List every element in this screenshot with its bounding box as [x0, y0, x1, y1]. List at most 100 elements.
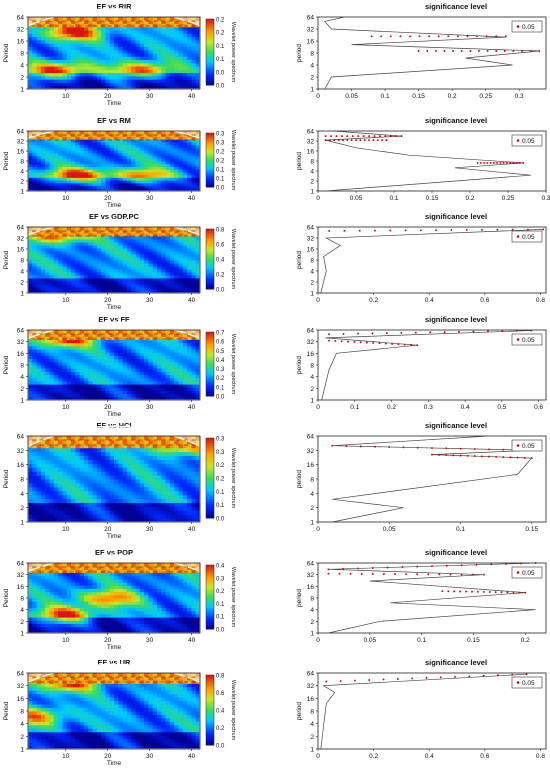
heatmap-cell — [178, 161, 184, 165]
heatmap-cell — [139, 161, 145, 165]
heatmap-cell — [53, 330, 59, 334]
heatmap-cell — [75, 330, 81, 334]
heatmap-cell — [114, 278, 119, 282]
heatmap-cell — [126, 290, 132, 294]
heatmap-cell — [83, 260, 89, 264]
heatmap-cell — [71, 75, 76, 80]
heatmap-cell — [83, 254, 89, 258]
heatmap-cell — [32, 365, 38, 369]
heatmap-cell — [49, 62, 55, 67]
heatmap-cell — [49, 139, 55, 143]
heatmap-cell — [28, 182, 33, 187]
heatmap-cell — [152, 502, 158, 507]
heatmap-cell — [101, 230, 106, 234]
heatmap-cell — [139, 180, 145, 184]
significant-point — [374, 229, 376, 232]
heatmap-cell — [135, 345, 141, 350]
colorbar — [205, 331, 215, 397]
heatmap-cell — [191, 56, 197, 61]
colorbar-swatch — [206, 269, 214, 272]
heatmap-cell — [45, 490, 50, 496]
heatmap-cell — [195, 248, 201, 252]
heatmap-cell — [28, 278, 33, 282]
heatmap-cell — [62, 136, 68, 140]
heatmap-cell — [131, 475, 136, 480]
heatmap-cell — [88, 374, 93, 379]
heatmap-cell — [71, 436, 76, 441]
heatmap-cell — [157, 336, 162, 341]
heatmap-cell — [152, 85, 158, 90]
heatmap-cell — [28, 23, 33, 28]
heatmap-cell — [114, 185, 119, 189]
heatmap-cell — [96, 66, 102, 70]
heatmap-cell — [131, 62, 136, 67]
heatmap-cell — [71, 355, 76, 360]
heatmap-cell — [58, 188, 63, 192]
heatmap-cell — [28, 479, 33, 484]
x-tick-label: 40 — [188, 93, 196, 100]
heatmap-cell — [109, 26, 115, 31]
heatmap-cell — [152, 498, 158, 503]
heatmap-cell — [178, 177, 184, 181]
heatmap-cell — [92, 490, 98, 496]
significant-point — [404, 229, 407, 232]
heatmap-cell — [96, 486, 102, 492]
heatmap-cell — [66, 233, 72, 237]
heatmap-cell — [169, 227, 175, 231]
heatmap-cell — [182, 278, 188, 282]
heatmap-cell — [165, 486, 171, 492]
heatmap-cell — [165, 227, 171, 231]
heatmap-cell — [45, 72, 50, 77]
heatmap-cell — [40, 245, 46, 249]
heatmap-cell — [45, 342, 50, 347]
heatmap-cell — [161, 260, 167, 264]
heatmap-cell — [92, 352, 98, 356]
heatmap-cell — [131, 355, 136, 360]
heatmap-cell — [152, 467, 158, 472]
heatmap-cell — [195, 166, 201, 170]
heatmap-cell — [53, 339, 59, 344]
heatmap-cell — [178, 39, 184, 44]
heatmap-cell — [92, 66, 98, 70]
heatmap-cell — [161, 345, 167, 350]
heatmap-cell — [92, 141, 98, 146]
heatmap-cell — [71, 459, 76, 464]
heatmap-cell — [28, 17, 33, 21]
heatmap-cell — [71, 66, 76, 70]
heatmap-cell — [96, 169, 102, 173]
heatmap-cell — [157, 342, 162, 347]
heatmap-cell — [161, 443, 167, 449]
heatmap-cell — [118, 443, 124, 449]
heatmap-cell — [187, 69, 192, 74]
heatmap-cell — [49, 147, 55, 151]
heatmap-cell — [157, 79, 162, 83]
heatmap-cell — [114, 263, 119, 267]
heatmap-cell — [83, 158, 89, 162]
heatmap-cell — [118, 396, 124, 401]
heatmap-cell — [92, 23, 98, 28]
significant-point — [373, 135, 376, 138]
heatmap-cell — [105, 144, 111, 148]
heatmap-cell — [75, 144, 81, 148]
y-tick-label: 4 — [20, 269, 24, 276]
heatmap-cell — [114, 147, 119, 151]
heatmap-cell — [105, 141, 111, 146]
colorbar-tick-label: 0.2 — [216, 31, 225, 37]
significant-point — [447, 35, 450, 38]
heatmap-cell — [169, 239, 175, 243]
heatmap-cell — [36, 451, 42, 457]
heatmap-cell — [92, 69, 98, 74]
heatmap-cell — [144, 510, 149, 515]
heatmap-cell — [62, 368, 68, 372]
heatmap-cell — [92, 163, 98, 167]
heatmap-cell — [182, 352, 188, 356]
heatmap-cell — [49, 227, 55, 231]
heatmap-cell — [152, 342, 158, 347]
heatmap-cell — [195, 384, 201, 388]
heatmap-cell — [62, 510, 68, 515]
heatmap-cell — [105, 490, 111, 496]
heatmap-cell — [157, 136, 162, 140]
heatmap-cell — [36, 471, 42, 476]
heatmap-cell — [53, 242, 59, 246]
heatmap-cell — [118, 20, 124, 25]
